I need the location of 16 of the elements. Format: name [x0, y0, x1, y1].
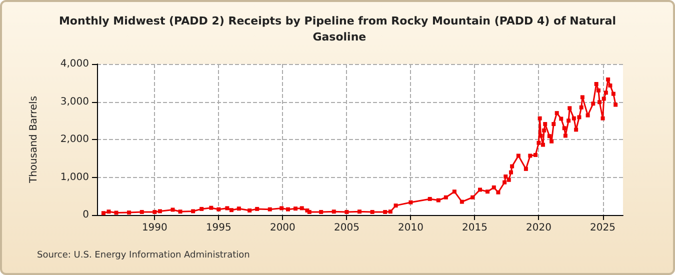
chart-title: Monthly Midwest (PADD 2) Receipts by Pipeline from Rocky Mountain (PADD 4) of Natural Gasoline	[58, 14, 616, 44]
y-tick-label: 4,000	[60, 58, 89, 70]
y-tick-label: 2,000	[60, 134, 89, 145]
y-tick-label: 3,000	[60, 96, 89, 108]
x-tick-label: 2015	[462, 222, 488, 234]
x-tick-label: 2005	[334, 222, 360, 234]
x-tick-label: 2025	[590, 222, 616, 234]
x-tick-label: 1995	[206, 222, 232, 234]
source-note: Source: U.S. Energy Information Administration	[37, 250, 250, 260]
y-axis-title: Thousand Barrels	[28, 96, 40, 184]
x-tick-label: 2010	[398, 222, 424, 234]
x-tick-label: 1990	[142, 222, 168, 234]
x-tick-label: 2020	[526, 222, 552, 234]
y-tick-label: 1,000	[60, 172, 89, 183]
x-tick-label: 2000	[270, 222, 296, 234]
y-tick-label: 0	[82, 210, 89, 220]
